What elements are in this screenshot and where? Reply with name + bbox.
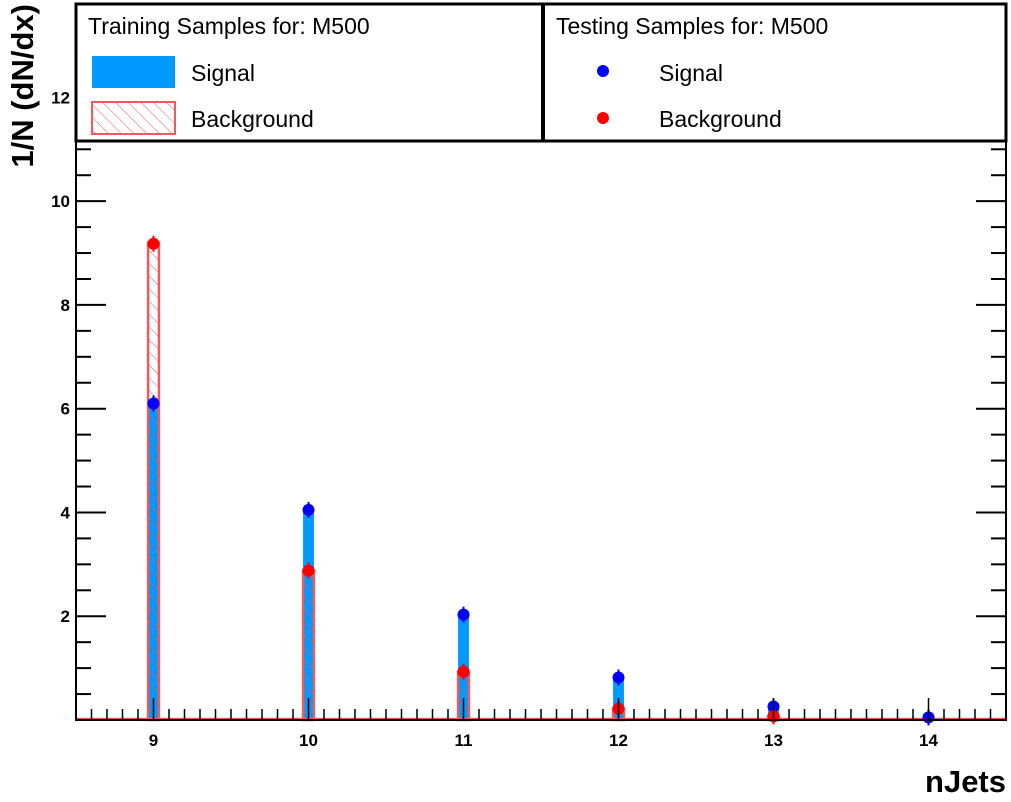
signal-testing-point	[302, 503, 315, 516]
legend-training-background-label: Background	[191, 106, 314, 132]
background-testing-point	[457, 665, 470, 678]
x-tick-label: 9	[149, 731, 158, 750]
background-testing-point	[302, 564, 315, 577]
legend-testing-signal-marker	[597, 65, 609, 77]
legend-testing-title: Testing Samples for: M500	[556, 13, 828, 39]
y-tick-label: 12	[51, 88, 70, 107]
signal-testing-point	[612, 671, 625, 684]
y-tick-label: 4	[61, 503, 71, 522]
x-tick-label: 14	[919, 731, 938, 750]
y-axis-title: 1/N (dN/dx)	[5, 4, 40, 168]
legend: Training Samples for: M500 Signal Backgr…	[74, 2, 1008, 143]
x-tick-label: 10	[299, 731, 318, 750]
legend-testing-background-marker	[597, 112, 609, 124]
x-tick-label: 11	[455, 731, 473, 750]
legend-testing-signal-label: Signal	[659, 60, 723, 86]
legend-training-signal-label: Signal	[191, 60, 255, 86]
background-training-bar	[301, 569, 316, 722]
y-tick-label: 2	[61, 607, 70, 626]
x-tick-label: 13	[764, 731, 783, 750]
plot-area	[76, 235, 1006, 726]
x-axis-title: nJets	[925, 764, 1006, 799]
y-tick-label: 6	[61, 400, 70, 419]
signal-testing-point	[147, 397, 160, 410]
signal-testing-point	[457, 608, 470, 621]
x-tick-label: 12	[609, 731, 628, 750]
legend-training-signal-swatch	[92, 56, 175, 88]
y-tick-label: 10	[51, 192, 70, 211]
background-testing-point	[147, 237, 160, 250]
background-training-bar	[146, 241, 161, 722]
legend-training-background-swatch	[91, 101, 176, 135]
y-tick-label: 8	[61, 296, 70, 315]
legend-training-title: Training Samples for: M500	[88, 13, 370, 39]
legend-testing-background-label: Background	[659, 106, 782, 132]
